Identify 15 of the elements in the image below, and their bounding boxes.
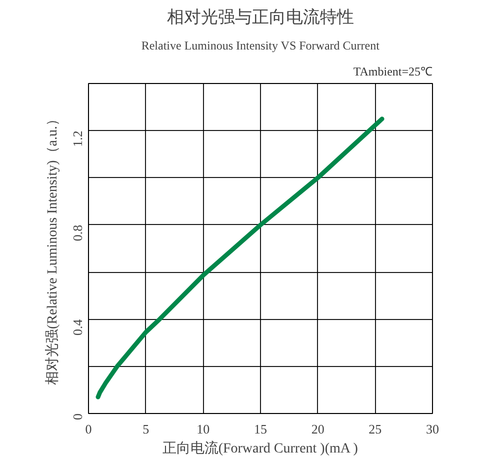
- chart-title: 相对光强与正向电流特性: [167, 8, 354, 26]
- x-axis-title: 正向电流(Forward Current )(mA ): [162, 440, 358, 456]
- x-tick-label: 30: [426, 422, 439, 436]
- text: TAmbient=25℃: [353, 64, 433, 78]
- y-tick-label: 1.2: [70, 130, 85, 147]
- x-tick-label: 15: [254, 422, 267, 436]
- y-tick-label: 0.8: [70, 224, 85, 242]
- y-tick-label: 0: [70, 414, 85, 420]
- x-tick-label: 5: [142, 422, 150, 436]
- chart-subtitle: Relative Luminous Intensity VS Forward Current: [141, 38, 380, 52]
- x-tick-label: 10: [196, 422, 210, 436]
- y-axis-title: 相对光强(Relative Luminous Intensity)（a.u.）: [44, 112, 60, 385]
- y-tick-label: 0.4: [70, 318, 85, 336]
- x-tick-label: 25: [368, 422, 382, 436]
- x-tick-label: 20: [311, 422, 324, 436]
